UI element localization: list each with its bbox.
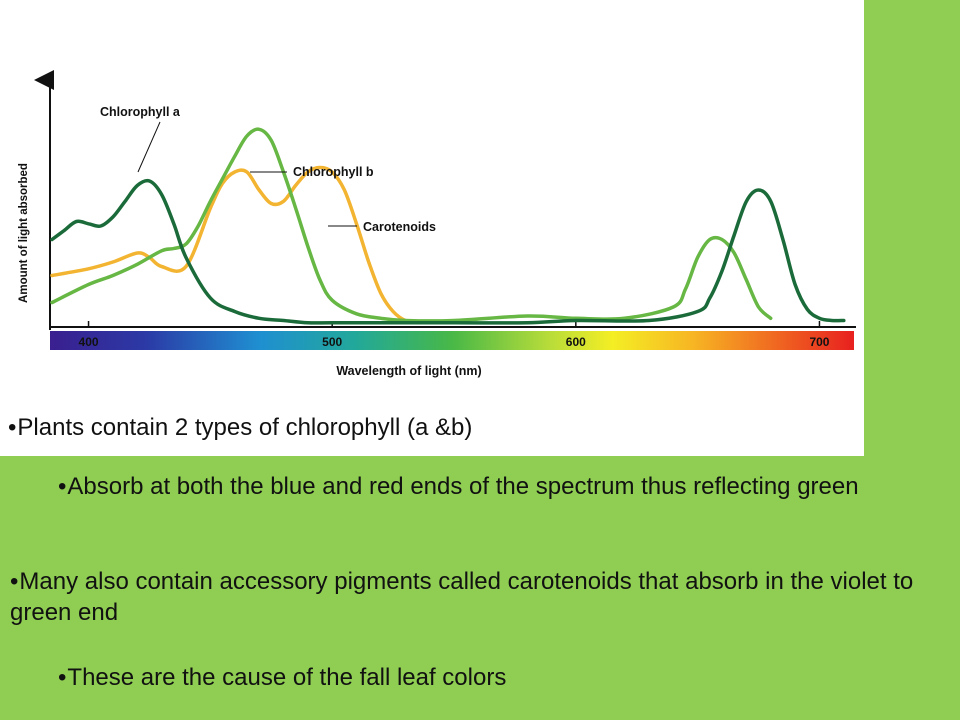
x-tick-label: 700 bbox=[809, 335, 829, 349]
bullet-text: These are the cause of the fall leaf col… bbox=[67, 664, 507, 691]
bullet-absorb-blue-red: •Absorb at both the blue and red ends of… bbox=[58, 471, 918, 502]
bullet-text: Many also contain accessory pigments cal… bbox=[10, 568, 914, 626]
annotation-carotenoids: Carotenoids bbox=[363, 220, 436, 234]
x-tick-label: 600 bbox=[566, 335, 586, 349]
x-axis-label: Wavelength of light (nm) bbox=[336, 364, 481, 378]
annotation-chlorophyll-b: Chlorophyll b bbox=[293, 165, 374, 179]
series-lines bbox=[50, 127, 846, 325]
bullet-text: Plants contain 2 types of chlorophyll (a… bbox=[17, 414, 473, 441]
bullet-marker: • bbox=[10, 568, 19, 595]
bullet-accessory-pigments: •Many also contain accessory pigments ca… bbox=[10, 566, 940, 628]
bullet-marker: • bbox=[58, 664, 67, 691]
x-tick-labels: 400 500 600 700 bbox=[79, 321, 830, 349]
chlorophyll-a-leader bbox=[137, 121, 161, 173]
y-axis-label: Amount of light absorbed bbox=[18, 163, 30, 303]
absorption-spectrum-chart: 400 500 600 700 Chlorophyll a Chlorophyll b… bbox=[18, 70, 856, 378]
chart-panel bbox=[0, 0, 864, 456]
series-chlorophyll-a bbox=[50, 178, 846, 325]
spectrum-bar bbox=[50, 331, 854, 350]
bullet-text: Absorb at both the blue and red ends of … bbox=[67, 473, 859, 500]
bullet-marker: • bbox=[58, 473, 67, 500]
x-tick-label: 400 bbox=[79, 335, 99, 349]
series-carotenoids bbox=[50, 165, 420, 325]
annotation-chlorophyll-a: Chlorophyll a bbox=[100, 105, 181, 119]
bullet-marker: • bbox=[8, 414, 17, 441]
x-tick-label: 500 bbox=[322, 335, 342, 349]
bullet-fall-colors: •These are the cause of the fall leaf co… bbox=[58, 662, 918, 693]
bullet-chlorophyll-types: •Plants contain 2 types of chlorophyll (… bbox=[8, 412, 848, 443]
